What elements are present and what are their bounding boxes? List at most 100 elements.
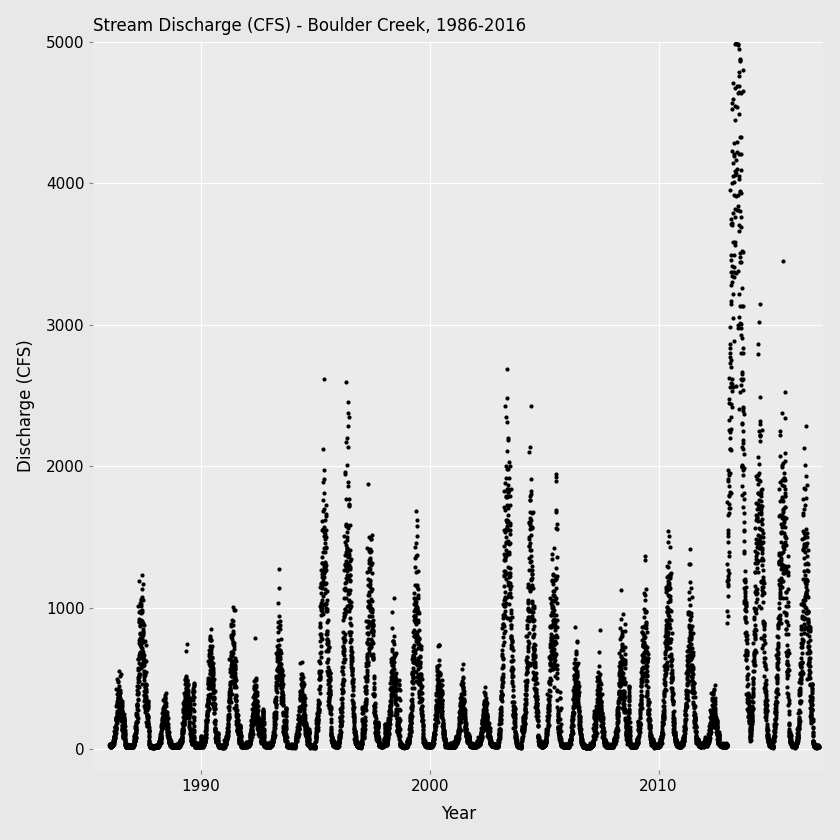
Point: [181, 690, 195, 704]
Point: [528, 670, 541, 684]
Point: [581, 740, 595, 753]
Point: [514, 739, 528, 753]
Point: [633, 729, 646, 743]
Point: [801, 617, 815, 630]
Point: [319, 559, 333, 572]
Point: [138, 669, 151, 682]
Point: [403, 726, 417, 739]
Point: [807, 738, 821, 751]
Point: [485, 735, 498, 748]
Point: [701, 735, 715, 748]
Point: [614, 668, 627, 681]
Point: [244, 713, 258, 727]
Point: [318, 583, 332, 596]
Point: [649, 738, 663, 752]
Point: [561, 741, 575, 754]
Point: [435, 673, 449, 686]
Point: [414, 668, 428, 681]
Point: [543, 685, 556, 698]
Point: [390, 707, 403, 721]
Point: [219, 733, 233, 747]
Point: [714, 739, 727, 753]
Point: [783, 727, 796, 740]
Point: [734, 246, 748, 260]
Point: [646, 736, 659, 749]
Point: [659, 585, 673, 599]
Point: [276, 691, 290, 705]
Point: [158, 705, 171, 718]
Point: [512, 740, 525, 753]
Point: [342, 594, 355, 607]
Point: [270, 642, 284, 655]
Point: [197, 733, 211, 747]
Point: [522, 580, 535, 594]
Point: [234, 729, 247, 743]
Point: [632, 732, 645, 745]
Point: [639, 643, 653, 657]
Point: [269, 711, 282, 724]
Point: [117, 721, 130, 734]
Point: [147, 740, 160, 753]
Point: [652, 738, 665, 752]
Point: [257, 708, 270, 722]
Point: [778, 386, 791, 399]
Point: [169, 740, 182, 753]
Point: [759, 710, 773, 723]
Point: [449, 739, 462, 753]
Point: [802, 672, 816, 685]
Point: [297, 711, 311, 725]
Point: [296, 700, 309, 713]
Point: [380, 735, 393, 748]
Point: [684, 663, 697, 676]
Point: [132, 616, 145, 629]
Point: [220, 731, 234, 744]
Point: [235, 737, 249, 750]
Point: [517, 715, 530, 728]
Point: [153, 731, 166, 744]
Point: [167, 741, 181, 754]
Point: [336, 678, 349, 691]
Point: [671, 740, 685, 753]
Point: [633, 718, 646, 732]
Point: [272, 669, 286, 683]
Point: [219, 732, 233, 746]
Point: [255, 734, 268, 748]
Point: [192, 739, 205, 753]
Point: [579, 740, 592, 753]
Point: [703, 727, 717, 740]
Point: [459, 722, 473, 736]
Point: [657, 696, 670, 709]
Point: [307, 740, 320, 753]
Point: [522, 539, 536, 553]
Point: [533, 738, 546, 751]
Point: [522, 641, 535, 654]
Point: [301, 738, 314, 752]
Point: [577, 739, 591, 753]
Point: [136, 593, 150, 606]
Point: [809, 740, 822, 753]
Point: [228, 669, 241, 682]
Point: [465, 739, 478, 753]
Point: [459, 728, 473, 742]
Point: [265, 737, 278, 750]
Point: [308, 740, 322, 753]
Point: [414, 693, 428, 706]
Point: [582, 740, 596, 753]
Point: [508, 726, 522, 739]
Point: [129, 717, 143, 730]
Point: [466, 738, 480, 752]
Point: [613, 657, 627, 670]
Point: [447, 739, 460, 753]
Point: [159, 715, 172, 728]
Point: [798, 590, 811, 603]
Point: [108, 732, 121, 746]
Point: [294, 688, 307, 701]
Point: [128, 736, 141, 749]
Point: [451, 733, 465, 747]
Point: [661, 570, 675, 583]
Point: [535, 739, 549, 753]
Point: [259, 738, 272, 752]
Point: [352, 741, 365, 754]
Point: [538, 738, 552, 751]
Point: [407, 643, 420, 657]
